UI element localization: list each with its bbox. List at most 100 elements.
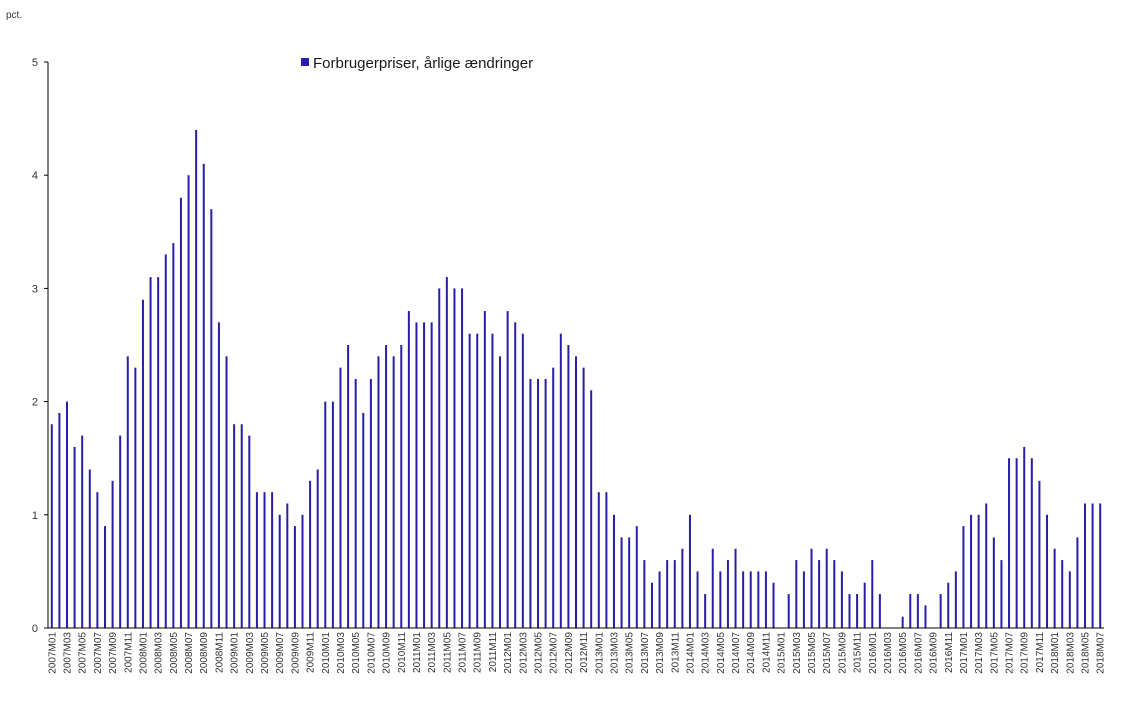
bar [985,503,988,628]
x-tick-label: 2012M01 [503,632,514,674]
bar [50,424,53,628]
x-tick-label: 2015M09 [837,632,848,674]
bar [673,560,676,628]
x-tick-label: 2013M05 [625,632,636,674]
x-tick-label: 2013M01 [594,632,605,674]
bar [559,333,562,628]
bar [324,401,327,628]
x-tick-label: 2007M05 [78,632,89,674]
x-tick-label: 2013M09 [655,632,666,674]
x-tick-label: 2016M01 [868,632,879,674]
bar [947,582,950,628]
bar [369,378,372,628]
x-tick-label: 2017M03 [974,632,985,674]
y-tick-labels: 0 1 2 3 4 5 [32,57,48,635]
bar [605,492,608,628]
bar [271,492,274,628]
x-tick-label: 2010M01 [321,632,332,674]
x-tick-label: 2012M07 [549,632,560,674]
bar [711,548,714,628]
x-tick-label: 2014M01 [685,632,696,674]
bar [833,560,836,628]
bar [491,333,494,628]
x-tick-label: 2008M03 [154,632,165,674]
bar [499,356,502,628]
bar [149,277,152,628]
x-tick-label: 2013M07 [640,632,651,674]
x-tick-label: 2018M07 [1096,632,1107,674]
x-tick-label: 2016M07 [913,632,924,674]
bar [681,548,684,628]
legend: Forbrugerpriser, årlige ændringer [301,55,533,72]
bar [810,548,813,628]
bar [924,605,927,628]
bar [825,548,828,628]
x-tick-label: 2012M09 [564,632,575,674]
x-tick-label: 2017M11 [1035,632,1046,673]
x-tick-label: 2016M03 [883,632,894,674]
bar [848,594,851,628]
bar [597,492,600,628]
bar [187,175,190,628]
bar [688,514,691,628]
bar [65,401,68,628]
bar [757,571,760,628]
bar [415,322,418,628]
x-tick-label: 2009M03 [245,632,256,674]
bar [240,424,243,628]
x-tick-label: 2011M09 [473,632,484,673]
x-tick-label: 2017M07 [1005,632,1016,674]
bar [248,435,251,628]
bar [331,401,334,628]
x-tick-label: 2010M05 [351,632,362,674]
bar [742,571,745,628]
x-tick-label: 2015M05 [807,632,818,674]
x-tick-label: 2008M11 [214,632,225,673]
bar [468,333,471,628]
bar [901,616,904,628]
bar [1076,537,1079,628]
bar [73,446,76,628]
bar [134,367,137,628]
x-tick-label: 2014M11 [761,632,772,673]
bar [293,526,296,628]
x-tick-label: 2018M03 [1065,632,1076,674]
bar [1008,458,1011,628]
bar [476,333,479,628]
bar [225,356,228,628]
x-tick-label: 2015M07 [822,632,833,674]
bar [537,378,540,628]
x-tick-label: 2009M07 [275,632,286,674]
bar [787,594,790,628]
bar [772,582,775,628]
bar [385,345,388,628]
x-tick-label: 2017M01 [959,632,970,674]
y-tick-label: 3 [32,283,38,295]
x-tick-label: 2011M11 [488,632,499,673]
bar [871,560,874,628]
bar [255,492,258,628]
bar [582,367,585,628]
x-tick-label: 2011M07 [458,632,469,673]
x-tick-label: 2009M09 [290,632,301,674]
x-tick-label: 2017M05 [989,632,1000,674]
bar [377,356,380,628]
x-tick-label: 2012M05 [534,632,545,674]
bar [802,571,805,628]
x-tick-label: 2014M05 [716,632,727,674]
bar [514,322,517,628]
bar [1023,446,1026,628]
bar [423,322,426,628]
bar [818,560,821,628]
bars [50,129,1102,629]
bar [734,548,737,628]
bar [316,469,319,628]
bar [658,571,661,628]
bar [726,560,729,628]
x-tick-label: 2009M11 [306,632,317,673]
legend-swatch [301,58,309,66]
x-tick-label: 2014M07 [731,632,742,674]
bar [309,480,312,628]
bar [263,492,266,628]
bar [278,514,281,628]
